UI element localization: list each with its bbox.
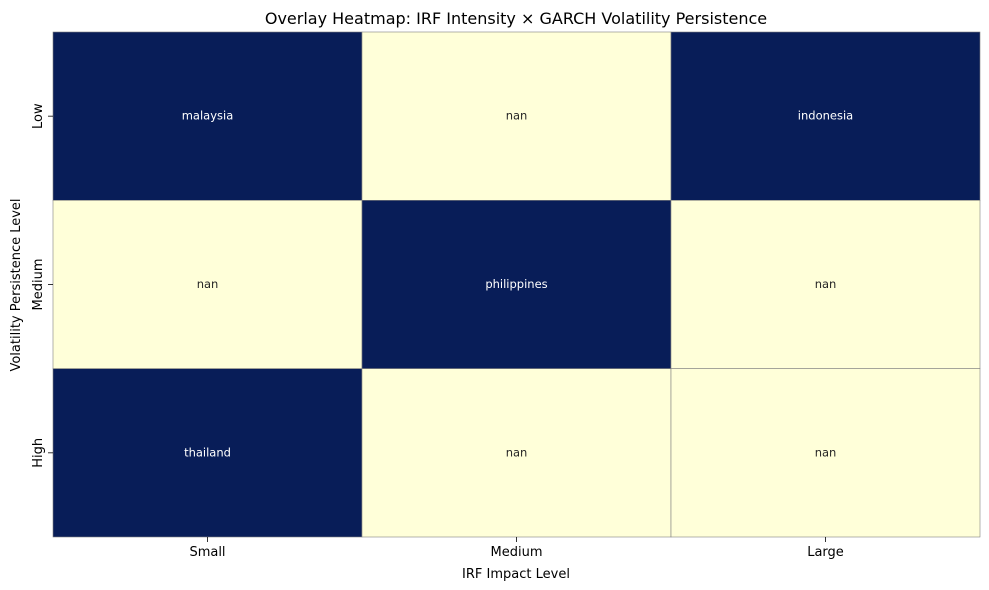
cell-label: nan [506,445,528,459]
heatmap-cell [52,31,363,201]
cell-label: indonesia [798,109,853,123]
x-tick-label: Medium [491,545,543,560]
cell-label: malaysia [182,109,234,123]
heatmap-cell [670,31,981,201]
heatmap-cell [361,368,672,538]
heatmap-cell [670,200,981,369]
chart-title: Overlay Heatmap: IRF Intensity × GARCH V… [265,9,767,28]
x-tick-label: Small [189,545,225,560]
y-tick-label: High [31,438,46,468]
y-tick-label: Medium [31,259,46,311]
y-axis-ticks: Low Medium High [31,103,53,468]
cell-label: nan [197,277,219,291]
x-tick-label: Large [807,545,844,560]
x-axis-ticks: Small Medium Large [189,537,844,560]
y-tick-label: Low [31,103,46,129]
cell-label: nan [815,445,837,459]
heatmap-cell [52,368,363,538]
y-axis-label: Volatility Persistence Level [9,198,24,371]
heatmap-cell [361,31,672,201]
cell-label: nan [815,277,837,291]
heatmap-cells: malaysia nan indonesia nan philippines nan tha… [52,31,981,538]
cell-label: nan [506,109,528,123]
cell-label: thailand [184,445,231,459]
heatmap-cell [361,200,672,369]
x-axis-label: IRF Impact Level [462,567,570,582]
heatmap-cell [52,200,363,369]
cell-label: philippines [485,277,547,291]
